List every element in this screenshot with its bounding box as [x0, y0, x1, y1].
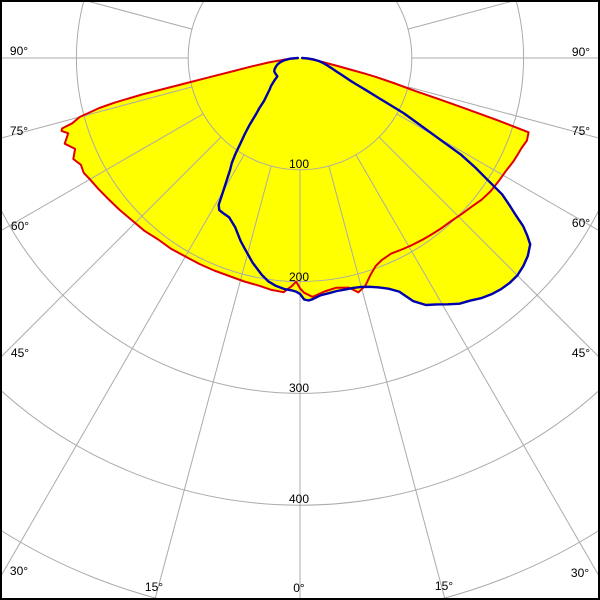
radial-tick-label: 300 [289, 381, 309, 395]
angle-tick-label: 60° [572, 216, 590, 230]
grid-ray [154, 165, 272, 600]
grid-ray [378, 136, 600, 359]
radial-tick-label: 100 [289, 157, 309, 171]
curve-red [60, 57, 530, 298]
grid-ray [0, 86, 193, 139]
grid-ray [0, 154, 245, 579]
angle-tick-label: 30° [10, 564, 28, 578]
grid-ray [328, 165, 446, 600]
angle-tick-label: 15° [435, 579, 453, 593]
grid-ray [407, 86, 600, 139]
grid-ray [0, 113, 204, 232]
angle-tick-label: 45° [11, 346, 29, 360]
angle-tick-label: 75° [10, 124, 28, 138]
angle-tick-label: 0° [293, 581, 305, 595]
radial-tick-label: 400 [289, 492, 309, 506]
angle-tick-label: 45° [572, 346, 590, 360]
angle-tick-label: 90° [572, 45, 590, 59]
angle-tick-label: 90° [10, 44, 28, 58]
grid-ray [407, 0, 519, 30]
radial-tick-label: 200 [289, 270, 309, 284]
angle-tick-label: 30° [571, 566, 589, 580]
grid-ray [0, 136, 222, 359]
angle-tick-label: 60° [11, 219, 29, 233]
grid-ray [81, 0, 193, 30]
angle-tick-label: 75° [572, 124, 590, 138]
intensity-area-fill [218, 58, 531, 305]
curve-blue [217, 56, 532, 307]
grid-ray [396, 113, 600, 232]
grid-ray [355, 154, 600, 579]
angle-tick-label: 15° [145, 580, 163, 594]
